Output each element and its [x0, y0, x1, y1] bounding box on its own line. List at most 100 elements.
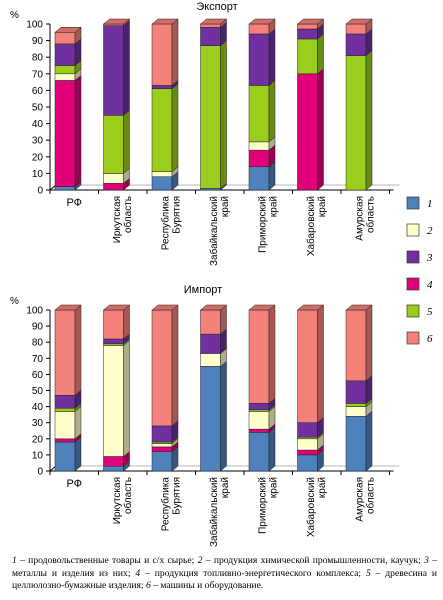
import-bar-7-series-5: [345, 403, 367, 407]
figure-caption: 1 – продовольственные товары и с/х сырье…: [12, 555, 437, 593]
import-x-label-2-line-2: область: [122, 477, 134, 514]
import-bar-1-series-6-side: [74, 304, 82, 396]
import-bar-5-top: [248, 304, 276, 311]
legend-swatch-3: [406, 250, 420, 264]
export-bar-1-series-3: [54, 43, 76, 66]
legend-label-4: 4: [427, 279, 433, 291]
export-bar-3-series-1: [151, 176, 173, 191]
export-x-label-6-line-2: край: [317, 196, 328, 217]
import-bar-7-series-3: [345, 380, 367, 404]
export-x-label-7-line-1: Амурская: [354, 196, 365, 241]
import-bar-2-series-2: [103, 345, 124, 457]
import-bar-1-series-3: [54, 395, 76, 409]
export-x-label-3-line-1: Республика: [159, 196, 171, 251]
import-y-tick-label: 90: [32, 322, 44, 333]
import-bar-1-series-6: [54, 309, 76, 396]
export-bar-3-top: [151, 18, 179, 25]
import-bar-3-series-4: [151, 446, 173, 452]
export-bar-6-series-4: [297, 73, 318, 191]
export-bar-1-series-4-side: [74, 74, 82, 188]
export-bar-1-series-5: [54, 65, 76, 75]
import-bar-3-series-3: [151, 425, 173, 443]
export-bar-5-top: [248, 18, 276, 25]
export-x-label-7-line-2: область: [364, 196, 376, 233]
legend-label-5: 5: [427, 306, 433, 318]
export-bar-1-series-2: [54, 73, 76, 81]
export-bar-5-series-4: [248, 149, 270, 168]
export-bar-3-series-6-side: [171, 18, 179, 86]
import-x-label-2-line-1: Иркутская: [112, 477, 123, 524]
import-bar-5-series-2: [248, 411, 270, 430]
legend-swatch-1: [406, 196, 420, 210]
export-bar-3-series-3: [151, 85, 173, 89]
legend-label-1: 1: [427, 198, 433, 210]
export-bar-4-top: [199, 18, 228, 25]
import-x-label-3-line-2: Бурятия: [171, 477, 182, 515]
export-bar-5-series-2: [248, 141, 270, 151]
import-y-tick-label: 0: [37, 467, 43, 478]
legend-label-3: 3: [426, 252, 433, 264]
export-y-tick-label: 0: [37, 186, 43, 197]
import-bar-3-series-2: [151, 443, 173, 448]
import-y-tick-label: 20: [32, 434, 44, 445]
export-bar-3-series-5-side: [171, 83, 179, 173]
import-bar-1-series-1: [54, 441, 76, 472]
export-y-tick-label: 100: [26, 20, 43, 31]
import-bar-2-series-6-side: [123, 304, 130, 340]
export-chart-title: Экспорт: [196, 1, 237, 13]
export-bar-4-series-5-side: [220, 40, 227, 189]
import-bar-4-series-3: [200, 333, 221, 354]
export-bar-5-series-5: [248, 85, 270, 143]
import-bar-4-series-1-side: [220, 360, 227, 472]
export-bar-5-series-6: [248, 23, 270, 35]
import-bar-1-series-2-side: [74, 405, 82, 440]
export-bar-7-series-5: [345, 55, 367, 191]
export-bar-7-top: [345, 18, 373, 25]
import-y-tick-label: 70: [32, 354, 44, 365]
import-y-tick-label: 40: [32, 402, 44, 413]
caption-text-5: – древесина и целлюлозно-бумажные издели…: [12, 567, 437, 592]
export-y-tick-label: 60: [32, 86, 44, 97]
caption-text-1: – продовольственные товары и с/х сырье;: [16, 555, 198, 566]
import-y-tick-label: 10: [32, 450, 44, 461]
export-bar-6-series-6: [297, 23, 318, 30]
export-bar-3-series-6: [151, 23, 173, 86]
export-bar-4-series-6: [200, 23, 221, 28]
import-bar-5-series-1: [248, 432, 270, 472]
import-y-tick-label: 60: [32, 370, 44, 381]
import-bar-2-series-1: [103, 465, 124, 472]
import-bar-2-series-4: [103, 456, 124, 467]
import-bar-5-series-6: [248, 309, 270, 404]
import-bar-7-series-1: [345, 416, 367, 472]
export-bar-2-series-2: [103, 173, 124, 184]
export-y-unit-label: %: [10, 10, 19, 21]
export-bar-6-top: [296, 18, 325, 25]
import-bar-1-series-2: [54, 411, 76, 440]
import-y-tick-label: 80: [32, 338, 44, 349]
export-x-label-5-line-2: край: [268, 196, 279, 217]
legend-label-2: 2: [427, 225, 433, 237]
export-bar-2-series-5-side: [123, 109, 130, 174]
import-x-label-4-line-1: Забайкальский: [208, 477, 220, 547]
import-x-label-7-line-2: область: [364, 477, 376, 514]
import-x-label-6-line-2: край: [317, 477, 328, 498]
caption-num-4: 4: [135, 567, 141, 579]
export-x-label-4-line-2: край: [220, 196, 231, 217]
import-bar-6-top: [296, 304, 325, 311]
export-y-tick-label: 90: [32, 36, 44, 47]
export-bar-4-series-5: [200, 45, 221, 189]
caption-num-2: 2: [197, 555, 203, 566]
import-bar-7-series-1-side: [365, 410, 373, 472]
import-x-label-5-line-2: край: [268, 477, 279, 498]
import-bar-5-series-3: [248, 403, 270, 411]
export-y-tick-label: 10: [32, 169, 44, 180]
import-bar-6-series-4: [297, 449, 318, 456]
export-y-tick-label: 40: [32, 119, 44, 130]
export-bar-4-series-3: [200, 27, 221, 46]
export-bar-2-series-4: [103, 183, 124, 191]
import-bar-7-series-6: [345, 309, 367, 382]
import-bar-3-series-1: [151, 451, 173, 472]
export-bar-7-series-6: [345, 23, 367, 35]
import-y-tick-label: 50: [32, 386, 44, 397]
import-bar-7-top: [345, 304, 373, 311]
